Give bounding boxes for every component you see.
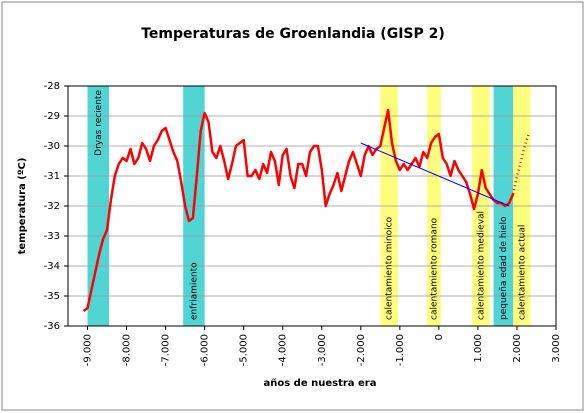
plot-border xyxy=(67,85,557,327)
band-label: calentamiento romano xyxy=(430,217,440,320)
x-tick-label: 1.000 xyxy=(473,334,484,363)
y-tick-label: -30 xyxy=(44,141,60,152)
x-tick-label: -7.000 xyxy=(161,334,172,366)
band-label: calentamiento medieval xyxy=(476,211,486,320)
y-axis-title: temperatura (ºC) xyxy=(17,158,28,255)
x-tick-label: -9.000 xyxy=(83,334,94,366)
y-tick-label: -35 xyxy=(44,291,60,302)
x-tick-label: -8.000 xyxy=(122,334,133,366)
y-tick-label: -34 xyxy=(44,261,60,272)
temperature-line xyxy=(511,133,530,195)
x-tick-label: -4.000 xyxy=(278,334,289,366)
band-label: pequeña edad de hielo xyxy=(499,216,509,320)
band-label: enfriamiento xyxy=(189,262,199,320)
x-tick-label: -5.000 xyxy=(239,334,250,366)
x-tick-label: -2.000 xyxy=(356,334,367,366)
x-tick-label: 3.000 xyxy=(551,334,562,363)
band-label: Dryas reciente xyxy=(94,90,104,156)
band-label: calentamiento actual xyxy=(517,225,527,320)
x-axis-title: años de nuestra era xyxy=(264,378,377,389)
y-tick-label: -28 xyxy=(44,81,60,92)
y-tick-label: -33 xyxy=(44,231,60,242)
y-tick-label: -32 xyxy=(44,201,60,212)
x-tick-label: -1.000 xyxy=(395,334,406,366)
chart-title: Temperaturas de Groenlandia (GISP 2) xyxy=(141,26,445,42)
y-tick-label: -36 xyxy=(44,321,60,332)
x-tick-label: -6.000 xyxy=(200,334,211,366)
x-tick-label: -3.000 xyxy=(317,334,328,366)
temperature-line xyxy=(360,142,510,207)
y-tick-label: -29 xyxy=(44,111,60,122)
y-tick-label: -31 xyxy=(44,171,60,182)
x-tick-label: 2.000 xyxy=(512,334,523,363)
temperature-line xyxy=(82,108,515,312)
x-tick-label: 0 xyxy=(434,334,445,340)
band-label: calentamiento minoico xyxy=(385,216,395,320)
